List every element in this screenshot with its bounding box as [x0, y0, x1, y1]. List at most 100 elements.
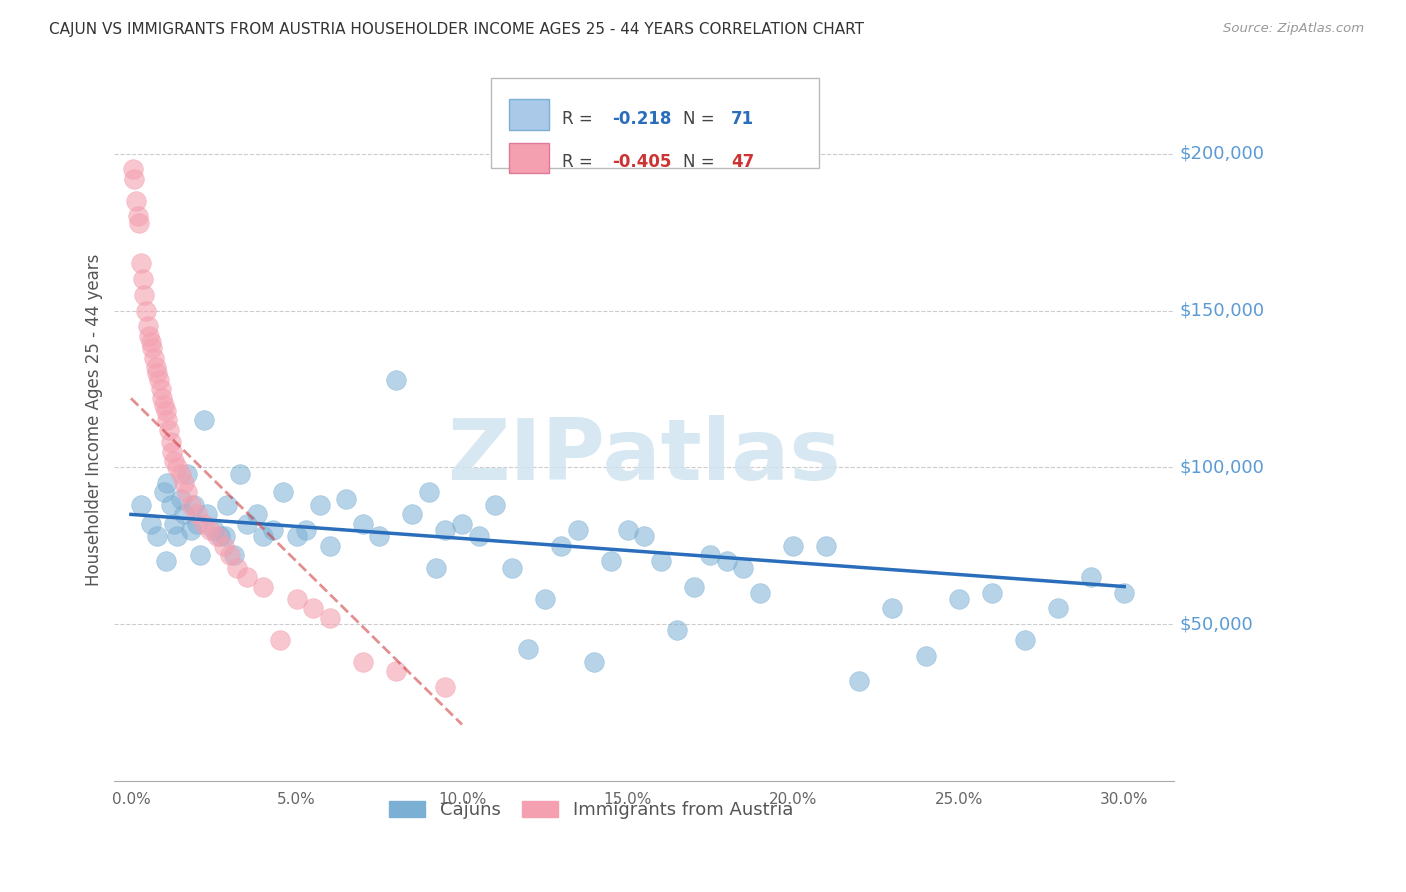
Point: [163, 454, 186, 468]
Point: [129, 256, 152, 270]
Point: [153, 485, 176, 500]
Point: [166, 460, 188, 475]
Point: [135, 303, 157, 318]
Point: [153, 398, 176, 412]
Point: [145, 359, 167, 374]
Point: [716, 554, 738, 568]
Point: [484, 498, 506, 512]
Point: [434, 523, 457, 537]
Point: [550, 539, 572, 553]
Text: CAJUN VS IMMIGRANTS FROM AUSTRIA HOUSEHOLDER INCOME AGES 25 - 44 YEARS CORRELATI: CAJUN VS IMMIGRANTS FROM AUSTRIA HOUSEHO…: [49, 22, 865, 37]
Point: [202, 523, 225, 537]
Point: [152, 392, 174, 406]
Point: [166, 529, 188, 543]
Text: $150,000: $150,000: [1180, 301, 1264, 319]
Point: [682, 580, 704, 594]
Point: [517, 642, 540, 657]
Point: [882, 601, 904, 615]
FancyBboxPatch shape: [509, 99, 548, 129]
Point: [252, 529, 274, 543]
Text: R =: R =: [561, 153, 598, 171]
Point: [121, 162, 143, 177]
Point: [467, 529, 489, 543]
Point: [141, 341, 163, 355]
Point: [222, 548, 245, 562]
Point: [169, 467, 191, 481]
Point: [163, 516, 186, 531]
Point: [155, 554, 177, 568]
Text: -0.218: -0.218: [613, 110, 672, 128]
Point: [308, 498, 330, 512]
Point: [149, 382, 172, 396]
Point: [533, 592, 555, 607]
Point: [285, 592, 308, 607]
Point: [173, 476, 195, 491]
Text: $50,000: $50,000: [1180, 615, 1253, 633]
Point: [190, 548, 212, 562]
Point: [146, 366, 169, 380]
Point: [616, 523, 638, 537]
Y-axis label: Householder Income Ages 25 - 44 years: Householder Income Ages 25 - 44 years: [86, 254, 103, 586]
Text: 71: 71: [731, 110, 754, 128]
Point: [183, 498, 205, 512]
Point: [186, 508, 208, 522]
Point: [782, 539, 804, 553]
Point: [143, 351, 166, 365]
Point: [127, 210, 149, 224]
Point: [148, 372, 170, 386]
Point: [451, 516, 474, 531]
Point: [385, 372, 408, 386]
Point: [159, 498, 181, 512]
Point: [262, 523, 284, 537]
Point: [180, 523, 202, 537]
Point: [401, 508, 423, 522]
Point: [1014, 632, 1036, 647]
Point: [180, 498, 202, 512]
Point: [186, 516, 208, 531]
Point: [212, 539, 235, 553]
Point: [236, 516, 259, 531]
Point: [193, 413, 215, 427]
Text: Source: ZipAtlas.com: Source: ZipAtlas.com: [1223, 22, 1364, 36]
Point: [733, 560, 755, 574]
Text: $200,000: $200,000: [1180, 145, 1264, 162]
Point: [749, 586, 772, 600]
Point: [815, 539, 838, 553]
Point: [176, 485, 198, 500]
Text: N =: N =: [683, 153, 720, 171]
Point: [252, 580, 274, 594]
Point: [229, 467, 252, 481]
Text: -0.405: -0.405: [613, 153, 672, 171]
Point: [226, 560, 249, 574]
Point: [139, 516, 162, 531]
Point: [129, 498, 152, 512]
Point: [200, 523, 222, 537]
Point: [169, 491, 191, 506]
Point: [146, 529, 169, 543]
Point: [385, 664, 408, 678]
FancyBboxPatch shape: [509, 143, 548, 173]
Point: [219, 548, 242, 562]
Point: [128, 216, 150, 230]
Point: [368, 529, 391, 543]
Point: [285, 529, 308, 543]
Text: 47: 47: [731, 153, 754, 171]
Point: [666, 624, 689, 638]
Point: [352, 655, 374, 669]
Point: [156, 413, 179, 427]
Point: [948, 592, 970, 607]
Point: [434, 680, 457, 694]
Point: [600, 554, 623, 568]
Point: [980, 586, 1002, 600]
Point: [155, 404, 177, 418]
Legend: Cajuns, Immigrants from Austria: Cajuns, Immigrants from Austria: [382, 793, 800, 826]
Point: [1046, 601, 1069, 615]
Point: [501, 560, 523, 574]
Point: [302, 601, 325, 615]
Point: [205, 529, 228, 543]
Point: [583, 655, 606, 669]
Point: [236, 570, 259, 584]
Point: [176, 467, 198, 481]
Point: [271, 485, 294, 500]
Point: [157, 423, 180, 437]
